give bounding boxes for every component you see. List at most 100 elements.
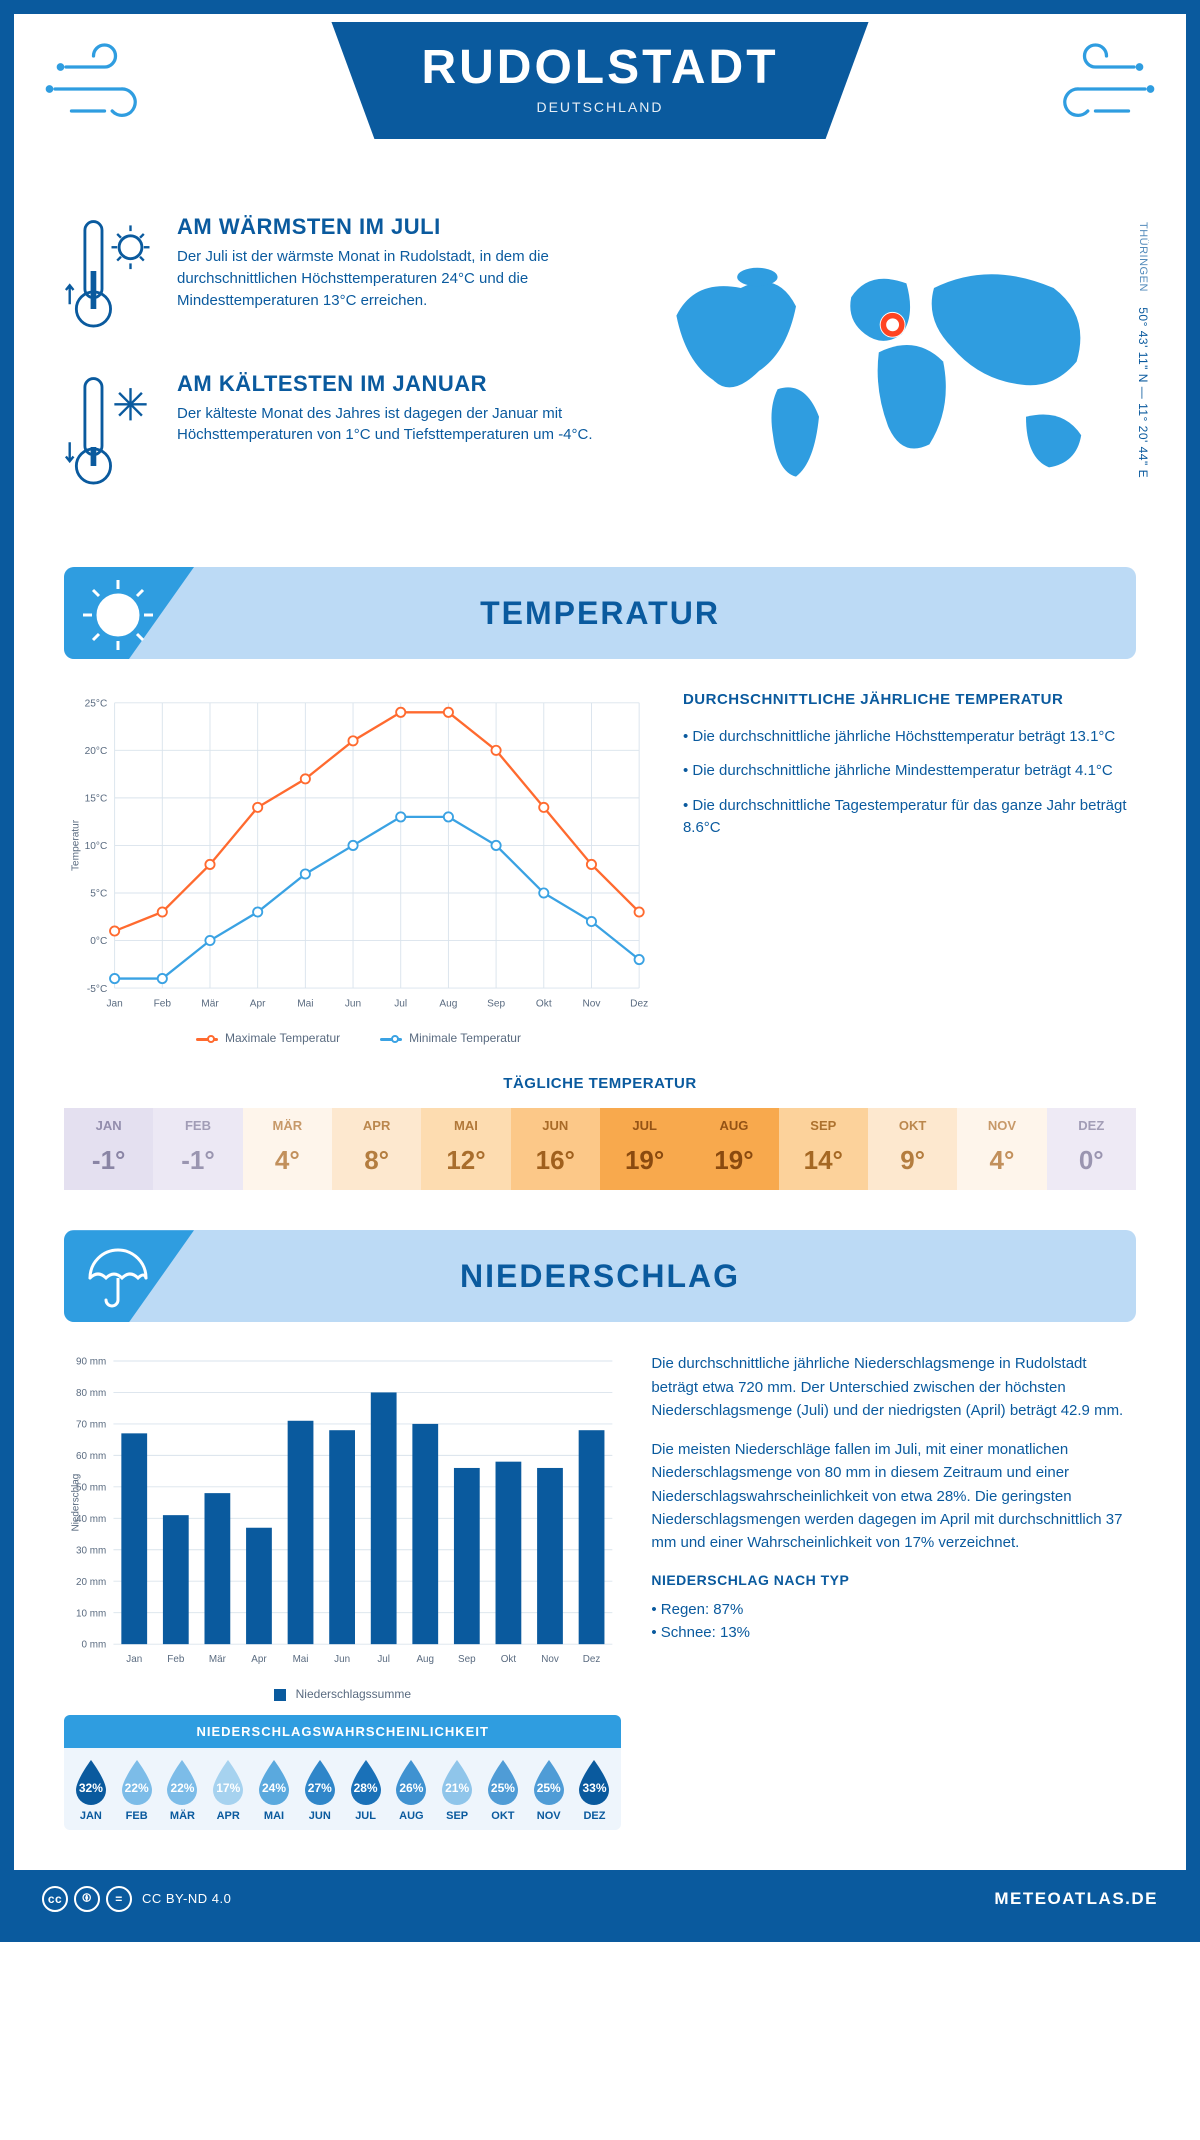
probability-cell: 32% JAN [68, 1758, 114, 1822]
svg-text:Okt: Okt [536, 998, 552, 1009]
svg-text:Aug: Aug [439, 998, 457, 1009]
svg-text:Okt: Okt [501, 1654, 517, 1665]
daily-month: SEP [783, 1118, 864, 1133]
svg-text:Jun: Jun [345, 998, 361, 1009]
warmest-text: AM WÄRMSTEN IM JULI Der Juli ist der wär… [177, 214, 610, 343]
svg-text:10 mm: 10 mm [76, 1609, 106, 1620]
coldest-title: AM KÄLTESTEN IM JANUAR [177, 371, 610, 397]
probability-month: FEB [114, 1810, 160, 1822]
svg-text:-5°C: -5°C [87, 984, 107, 995]
map-column: THÜRINGEN 50° 43' 11" N — 11° 20' 44" E [640, 214, 1136, 527]
svg-text:Nov: Nov [541, 1654, 559, 1665]
summary-bullet: • Die durchschnittliche Tagestemperatur … [683, 795, 1136, 840]
daily-value: 12° [425, 1145, 506, 1176]
probability-cell: 24% MAI [251, 1758, 297, 1822]
cc-icon: cc [42, 1886, 68, 1912]
precipitation-body: 0 mm10 mm20 mm30 mm40 mm50 mm60 mm70 mm8… [14, 1322, 1186, 1850]
site-name: METEOATLAS.DE [994, 1889, 1158, 1909]
daily-month: DEZ [1051, 1118, 1132, 1133]
svg-text:Niederschlag: Niederschlag [70, 1474, 81, 1532]
probability-cell: 25% NOV [526, 1758, 572, 1822]
raindrop-icon: 26% [392, 1758, 430, 1806]
intro-text-column: AM WÄRMSTEN IM JULI Der Juli ist der wär… [64, 214, 610, 527]
daily-value: 19° [693, 1145, 774, 1176]
svg-text:Jul: Jul [394, 998, 407, 1009]
svg-text:15°C: 15°C [85, 794, 108, 805]
raindrop-icon: 24% [255, 1758, 293, 1806]
svg-text:5°C: 5°C [90, 889, 107, 900]
sun-icon [78, 575, 158, 655]
section-title: TEMPERATUR [480, 595, 720, 632]
footer: cc 🅯 = CC BY-ND 4.0 METEOATLAS.DE [14, 1870, 1186, 1928]
raindrop-icon: 32% [72, 1758, 110, 1806]
daily-value: 16° [515, 1145, 596, 1176]
temperature-legend: Maximale Temperatur Minimale Temperatur [64, 1031, 653, 1045]
probability-title: NIEDERSCHLAGSWAHRSCHEINLICHKEIT [64, 1715, 621, 1748]
daily-month: MÄR [247, 1118, 328, 1133]
daily-temperature-table: TÄGLICHE TEMPERATUR JAN-1°FEB-1°MÄR4°APR… [14, 1055, 1186, 1220]
svg-text:Jul: Jul [377, 1654, 390, 1665]
daily-cell: SEP 14° [779, 1108, 868, 1190]
probability-month: SEP [434, 1810, 480, 1822]
daily-value: 9° [872, 1145, 953, 1176]
svg-text:Sep: Sep [487, 998, 505, 1009]
section-header-temperature: TEMPERATUR [64, 567, 1136, 659]
daily-value: 4° [247, 1145, 328, 1176]
daily-month: FEB [157, 1118, 238, 1133]
daily-cell: FEB-1° [153, 1108, 242, 1190]
bar-chart: 0 mm10 mm20 mm30 mm40 mm50 mm60 mm70 mm8… [64, 1352, 621, 1676]
probability-month: JUL [343, 1810, 389, 1822]
thermometer-hot-icon [64, 214, 159, 343]
raindrop-icon: 21% [438, 1758, 476, 1806]
probability-month: NOV [526, 1810, 572, 1822]
svg-text:Feb: Feb [154, 998, 172, 1009]
thermometer-cold-icon [64, 371, 159, 500]
daily-month: JAN [68, 1118, 149, 1133]
probability-cell: 21% SEP [434, 1758, 480, 1822]
svg-text:Jan: Jan [106, 998, 122, 1009]
daily-month: NOV [961, 1118, 1042, 1133]
svg-text:Mai: Mai [297, 998, 313, 1009]
raindrop-icon: 25% [530, 1758, 568, 1806]
raindrop-icon: 25% [484, 1758, 522, 1806]
svg-text:60 mm: 60 mm [76, 1451, 106, 1462]
daily-title: TÄGLICHE TEMPERATUR [64, 1075, 1136, 1092]
probability-cell: 26% AUG [388, 1758, 434, 1822]
city-title: RUDOLSTADT [421, 40, 778, 95]
svg-text:Apr: Apr [251, 1654, 267, 1665]
precip-type-rain: • Regen: 87% [651, 1598, 1136, 1621]
svg-text:25°C: 25°C [85, 698, 108, 709]
svg-text:20 mm: 20 mm [76, 1577, 106, 1588]
warmest-desc: Der Juli ist der wärmste Monat in Rudols… [177, 246, 610, 311]
daily-value: 19° [604, 1145, 685, 1176]
region-label: THÜRINGEN [1137, 222, 1149, 292]
svg-text:20°C: 20°C [85, 746, 108, 757]
daily-cell: AUG19° [689, 1108, 778, 1190]
daily-month: JUN [515, 1118, 596, 1133]
daily-cell: OKT 9° [868, 1108, 957, 1190]
license-text: CC BY-ND 4.0 [142, 1891, 231, 1906]
daily-value: 14° [783, 1145, 864, 1176]
daily-value: 8° [336, 1145, 417, 1176]
umbrella-icon [78, 1238, 158, 1318]
svg-text:30 mm: 30 mm [76, 1546, 106, 1557]
raindrop-icon: 27% [301, 1758, 339, 1806]
svg-text:Mai: Mai [293, 1654, 309, 1665]
daily-month: MAI [425, 1118, 506, 1133]
probability-cell: 22% MÄR [160, 1758, 206, 1822]
temperature-body: -5°C0°C5°C10°C15°C20°C25°CJanFebMärAprMa… [14, 659, 1186, 1055]
precipitation-text: Die durchschnittliche jährliche Niedersc… [651, 1352, 1136, 1830]
daily-value: 4° [961, 1145, 1042, 1176]
wind-icon [44, 34, 154, 144]
page: RUDOLSTADT DEUTSCHLAND [0, 0, 1200, 1942]
svg-text:70 mm: 70 mm [76, 1420, 106, 1431]
probability-cell: 28% JUL [343, 1758, 389, 1822]
daily-month: OKT [872, 1118, 953, 1133]
raindrop-icon: 22% [163, 1758, 201, 1806]
coldest-text: AM KÄLTESTEN IM JANUAR Der kälteste Mona… [177, 371, 610, 500]
svg-text:Temperatur: Temperatur [71, 819, 82, 871]
section-title: NIEDERSCHLAG [460, 1258, 740, 1295]
svg-text:Jan: Jan [126, 1654, 142, 1665]
precip-type-title: NIEDERSCHLAG NACH TYP [651, 1570, 1136, 1592]
intro-section: AM WÄRMSTEN IM JULI Der Juli ist der wär… [14, 194, 1186, 557]
